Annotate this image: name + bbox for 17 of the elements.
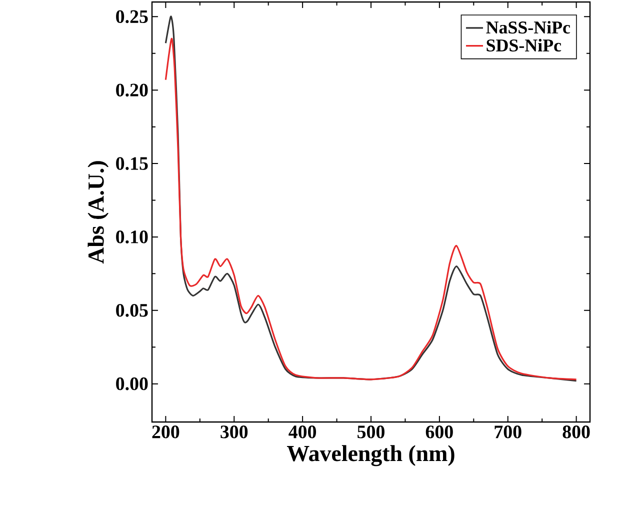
x-tick-label: 700 bbox=[494, 426, 522, 438]
legend-label: SDS-NiPc bbox=[486, 38, 562, 52]
x-tick-label: 600 bbox=[426, 426, 453, 438]
y-tick-label: 0.00 bbox=[116, 377, 148, 390]
y-axis-title: Abs (A.U.) bbox=[88, 161, 109, 264]
x-tick-label: 800 bbox=[562, 426, 590, 438]
y-tick-label: 0.20 bbox=[116, 84, 148, 97]
legend-label: NaSS-NiPc bbox=[486, 20, 570, 34]
y-tick-label: 0.10 bbox=[116, 230, 148, 244]
y-tick-label: 0.05 bbox=[116, 304, 148, 317]
y-tick-label: 0.25 bbox=[116, 10, 148, 24]
x-tick-label: 200 bbox=[152, 426, 180, 438]
x-tick-label: 400 bbox=[288, 426, 316, 438]
x-axis-title: Wavelength (nm) bbox=[286, 445, 454, 466]
y-tick-label: 0.15 bbox=[116, 157, 148, 170]
x-tick-label: 300 bbox=[220, 426, 248, 438]
x-tick-label: 500 bbox=[358, 426, 384, 438]
